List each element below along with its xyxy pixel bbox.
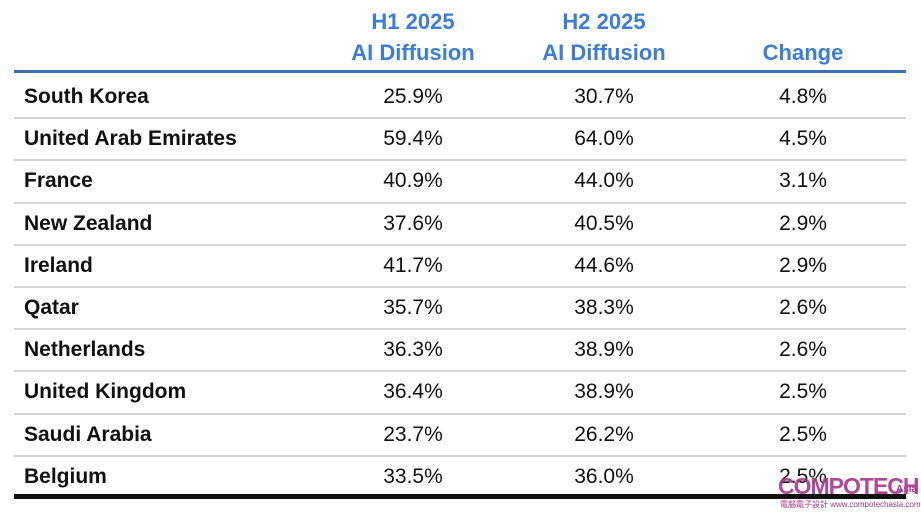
row-separator <box>14 201 906 204</box>
row-separator <box>14 117 906 120</box>
value-cell: 64.0% <box>574 127 634 151</box>
value-cell: 4.8% <box>779 85 827 108</box>
header-rule <box>14 70 906 73</box>
value-cell: 2.9% <box>779 253 827 277</box>
value-cell: 40.9% <box>383 169 443 193</box>
country-name: United Kingdom <box>24 380 187 404</box>
value-cell: 2.6% <box>779 338 827 362</box>
column-header: AI Diffusion <box>351 40 475 65</box>
value-cell: 2.6% <box>779 296 827 319</box>
value-cell: 38.9% <box>574 380 634 404</box>
row-separator <box>14 286 906 288</box>
row-separator <box>14 328 906 331</box>
value-cell: 38.3% <box>574 296 634 319</box>
value-cell: 36.0% <box>574 464 634 488</box>
value-cell: 33.5% <box>383 464 443 488</box>
value-cell: 38.9% <box>574 338 634 362</box>
value-cell: 36.4% <box>383 380 443 404</box>
value-cell: 36.3% <box>383 338 443 362</box>
row-separator <box>14 412 906 415</box>
watermark-brand: COMPOTECH <box>778 473 919 499</box>
value-cell: 23.7% <box>383 422 443 446</box>
value-cell: 2.5% <box>779 464 827 488</box>
value-cell: 44.6% <box>574 253 634 277</box>
value-cell: 41.7% <box>383 253 443 277</box>
value-cell: 4.5% <box>779 127 827 151</box>
row-separator <box>14 243 906 246</box>
country-name: New Zealand <box>24 211 153 235</box>
value-cell: 37.6% <box>383 211 443 235</box>
row-separator <box>14 370 906 373</box>
country-name: Saudi Arabia <box>24 422 152 446</box>
column-header: H2 2025 <box>562 9 646 34</box>
row-separator <box>14 454 906 457</box>
country-name: Qatar <box>24 296 79 319</box>
country-name: Belgium <box>24 464 107 488</box>
bottom-rule <box>14 494 906 499</box>
column-header: Change <box>762 40 844 65</box>
column-header: AI Diffusion <box>542 40 666 65</box>
value-cell: 35.7% <box>383 296 443 319</box>
value-cell: 26.2% <box>574 422 634 446</box>
value-cell: 2.5% <box>779 380 827 404</box>
row-separator <box>14 159 906 162</box>
country-name: Ireland <box>24 253 93 277</box>
country-name: South Korea <box>24 85 149 108</box>
value-cell: 59.4% <box>383 127 443 151</box>
watermark-subtitle: 電腦電子設計 www.compotechasia.com <box>780 500 921 509</box>
watermark-region: Asia <box>896 484 918 495</box>
value-cell: 2.9% <box>779 211 827 235</box>
value-cell: 44.0% <box>574 169 634 193</box>
value-cell: 30.7% <box>574 85 634 108</box>
value-cell: 3.1% <box>779 169 827 193</box>
value-cell: 25.9% <box>383 85 443 108</box>
country-name: France <box>24 169 93 193</box>
column-header: H1 2025 <box>371 9 455 34</box>
country-name: Netherlands <box>24 338 146 362</box>
country-name: United Arab Emirates <box>24 127 237 151</box>
value-cell: 2.5% <box>779 422 827 446</box>
value-cell: 40.5% <box>574 211 634 235</box>
